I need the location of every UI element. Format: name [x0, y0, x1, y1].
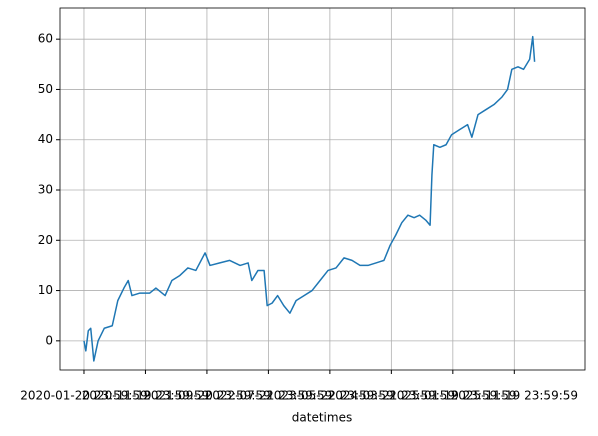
- x-tick-label: 2022-07-21 23:59:59: [205, 389, 332, 403]
- data-line: [83, 35, 536, 362]
- x-tick-label: 2024-03-21 23:59:59: [328, 389, 455, 403]
- x-tick-label: 2023-05-22 23:59:59: [266, 389, 393, 403]
- y-tick-label: 30: [38, 183, 53, 197]
- x-axis-label: datetimes: [292, 411, 352, 425]
- x-tick-label: 2025-11-19 23:59:59: [451, 389, 578, 403]
- y-tick-label: 10: [38, 283, 53, 297]
- y-tick-label: 50: [38, 82, 53, 96]
- y-tick-label: 0: [45, 333, 53, 347]
- y-tick-label: 60: [38, 32, 53, 46]
- x-tick-label: 2020-01-20 23:59:59: [20, 389, 147, 403]
- x-tick-label: 2021-09-20 23:59:59: [143, 389, 270, 403]
- y-tick-label: 40: [38, 132, 53, 146]
- y-tick-label: 20: [38, 233, 53, 247]
- x-tick-label: 2020-11-19 23:59:59: [82, 389, 209, 403]
- x-tick-label: 2025-01-19 23:59:59: [389, 389, 516, 403]
- plot-frame: [59, 7, 586, 371]
